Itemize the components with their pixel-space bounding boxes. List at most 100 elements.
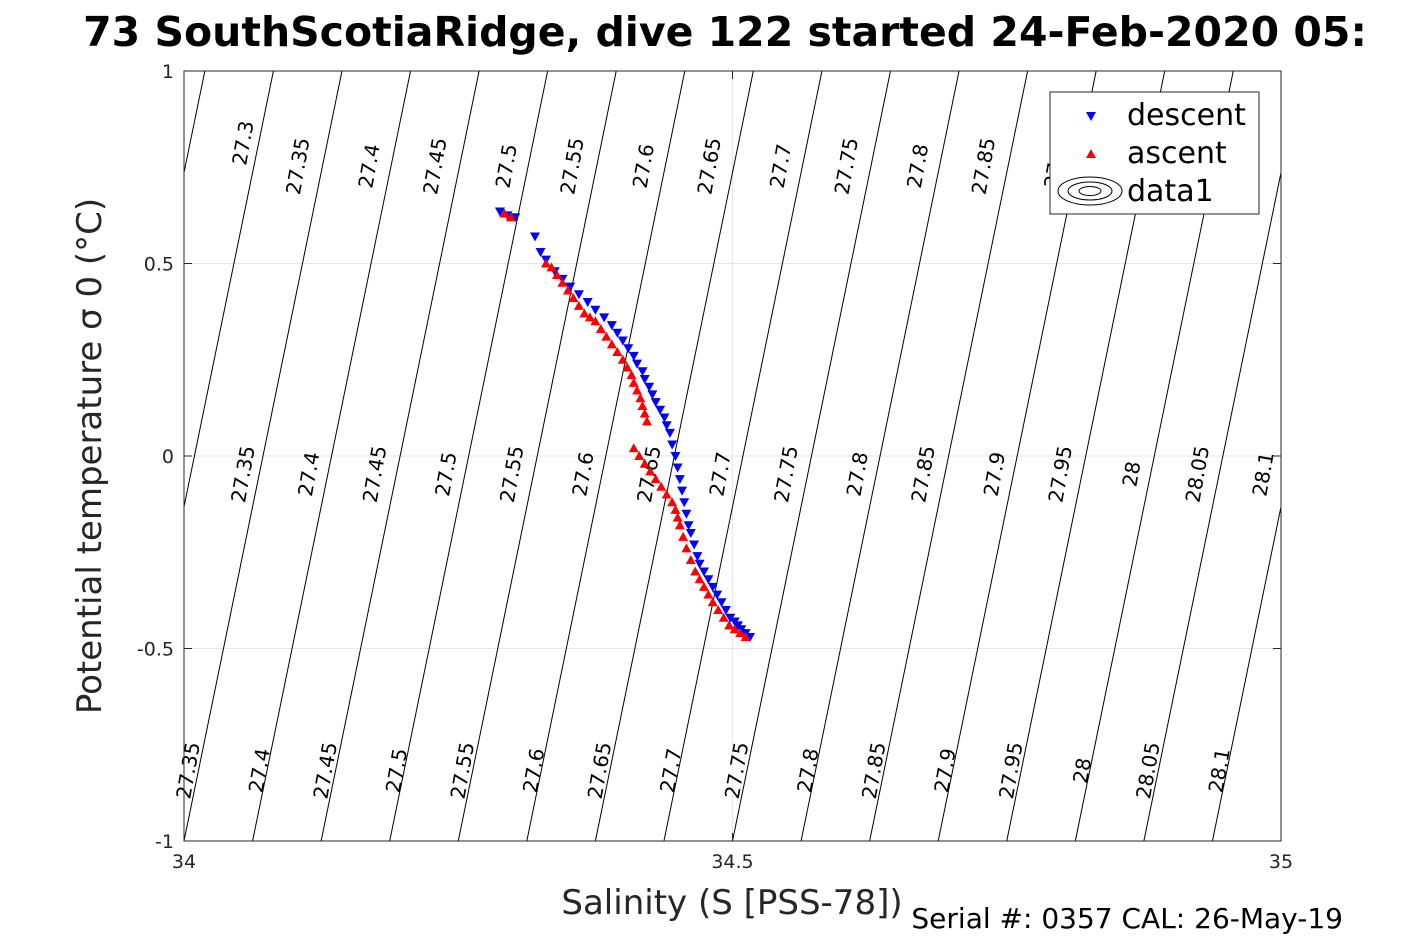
ascent-marker	[632, 385, 643, 395]
descent-marker	[672, 463, 683, 473]
descent-marker	[661, 421, 672, 431]
x-tick-label: 34	[172, 851, 196, 873]
ascent-marker	[622, 362, 633, 372]
descent-marker	[628, 351, 639, 361]
descent-marker	[703, 575, 714, 585]
descent-marker	[694, 559, 705, 569]
ascent-marker	[678, 531, 689, 541]
descent-marker	[617, 336, 628, 346]
ascent-marker	[656, 481, 667, 491]
descent-marker	[582, 298, 593, 307]
isopycnal-line	[184, 71, 343, 841]
x-tick-label: 35	[1269, 851, 1293, 873]
ascent-marker	[584, 312, 595, 322]
isopycnal-line	[389, 71, 549, 841]
ascent-marker	[626, 370, 637, 380]
descent-marker	[681, 509, 692, 519]
ascent-marker	[670, 504, 681, 514]
ascent-marker	[595, 323, 606, 333]
axis-ticks: 34 34.5 35 -1 -0.5 0 0.5 1	[137, 61, 1293, 873]
descent-marker	[712, 590, 723, 600]
y-tick-label: 0	[162, 446, 174, 468]
legend-marker-ascent	[1086, 149, 1096, 158]
contour-label: 28	[1068, 756, 1096, 785]
ascent-marker	[713, 605, 724, 614]
descent-marker	[667, 440, 678, 450]
isopycnal-line	[252, 71, 412, 841]
isopycnal-line	[526, 71, 686, 841]
x-tick-label: 34.5	[711, 851, 753, 873]
ascent-marker	[681, 543, 692, 553]
ascent-marker	[698, 581, 709, 591]
y-tick-label: -1	[155, 831, 174, 853]
y-tick-label: 0.5	[144, 254, 174, 276]
descent-marker	[692, 552, 703, 562]
ascent-marker	[637, 400, 648, 410]
y-tick-label: -0.5	[137, 639, 174, 661]
descent-marker	[659, 413, 670, 423]
descent-marker	[599, 313, 610, 323]
ascent-marker	[707, 597, 718, 607]
legend-label-ascent: ascent	[1127, 136, 1227, 171]
ascent-marker	[641, 416, 652, 426]
descent-marker	[655, 405, 666, 415]
legend-box	[1049, 91, 1260, 215]
ascent-marker	[551, 270, 562, 280]
y-axis-label: Potential temperature σ 0 (°C)	[70, 198, 110, 714]
serial-cal-footer: Serial #: 0357 CAL: 26-May-19	[911, 902, 1343, 935]
series-ascent	[499, 208, 751, 641]
ascent-marker	[505, 212, 516, 222]
legend-label-data1: data1	[1127, 174, 1214, 209]
ascent-marker	[568, 293, 579, 303]
descent-marker	[644, 382, 655, 392]
descent-marker	[720, 606, 731, 615]
descent-marker	[707, 582, 718, 592]
legend-marker-descent	[1086, 112, 1096, 121]
isopycnal-line	[320, 71, 480, 841]
isopycnal-line	[184, 71, 274, 510]
descent-marker	[530, 232, 541, 242]
ascent-marker	[601, 331, 612, 341]
ascent-marker	[606, 339, 617, 349]
ascent-marker	[628, 443, 639, 453]
isopycnal-line	[869, 71, 1029, 841]
isopycnal-line	[663, 71, 823, 841]
ascent-marker	[639, 458, 650, 468]
isopycnal-line	[800, 71, 960, 841]
ascent-marker	[690, 566, 701, 576]
ascent-marker	[729, 624, 740, 634]
ascent-marker	[694, 574, 705, 584]
descent-marker	[632, 359, 643, 369]
descent-marker	[510, 213, 521, 223]
descent-marker	[494, 207, 505, 217]
descent-marker	[670, 452, 681, 461]
descent-marker	[683, 521, 694, 531]
descent-marker	[716, 598, 727, 608]
ascent-marker	[635, 393, 646, 403]
contour-label: 28	[1117, 459, 1145, 488]
legend-marker-data1	[1057, 176, 1123, 206]
ascent-marker	[724, 620, 735, 630]
descent-marker	[664, 428, 675, 438]
density-contours	[184, 71, 1281, 841]
ascent-marker	[612, 347, 623, 357]
isopycnal-line	[457, 71, 617, 841]
descent-marker	[650, 398, 661, 408]
descent-marker	[623, 344, 634, 354]
ascent-marker	[672, 512, 683, 522]
legend: descent ascent data1	[1049, 91, 1260, 215]
isopycnal-line	[1211, 504, 1281, 841]
ascent-marker	[634, 451, 645, 460]
ascent-marker	[674, 520, 685, 530]
ascent-marker	[546, 262, 557, 272]
y-tick-label: 1	[162, 61, 174, 83]
x-axis-label: Salinity (S [PSS-78])	[561, 883, 902, 923]
ascent-marker	[703, 589, 714, 599]
series-descent	[494, 207, 756, 642]
descent-marker	[745, 632, 756, 642]
descent-marker	[685, 529, 696, 538]
ascent-marker	[718, 612, 729, 622]
isopycnal-line	[1143, 170, 1281, 841]
ascent-marker	[562, 285, 573, 295]
